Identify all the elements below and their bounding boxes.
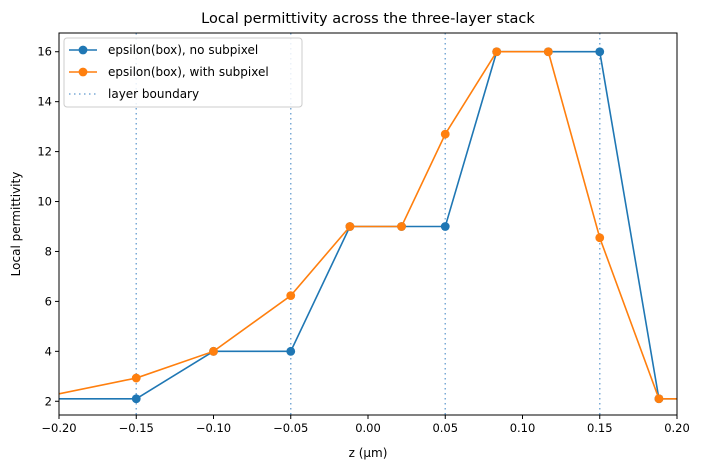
legend-box: [63, 37, 303, 108]
series-1-point: [209, 346, 218, 356]
legend-label-0: epsilon(box), no subpixel: [108, 43, 258, 57]
series-1: [59, 47, 677, 404]
legend-label-2: layer boundary: [108, 87, 199, 101]
series-1-point: [654, 394, 664, 404]
series-0-point: [131, 394, 141, 404]
series-1-point: [543, 47, 553, 57]
series-0-point: [440, 222, 450, 231]
y-tick-label: 12: [37, 145, 52, 159]
legend-marker-1: [78, 67, 88, 77]
series-1-point: [345, 222, 355, 231]
legend-marker-0: [78, 45, 88, 55]
y-tick-label: 10: [37, 195, 52, 209]
x-tick-label: −0.20: [41, 421, 76, 435]
x-tick-label: 0.00: [355, 421, 381, 435]
series-1-point: [397, 222, 406, 231]
series-1-line: [59, 50, 677, 400]
series-1-point: [492, 47, 502, 57]
x-axis-label: z (µm): [349, 446, 388, 460]
x-tick-label: 0.05: [432, 421, 458, 435]
x-tick-label: 0.15: [587, 421, 613, 435]
chart-title: Local permittivity across the three-laye…: [201, 11, 535, 27]
y-tick-label: 2: [45, 394, 52, 408]
series-0-point: [595, 47, 605, 57]
y-tick-label: 4: [45, 344, 52, 358]
legend-label-1: epsilon(box), with subpixel: [108, 65, 269, 79]
series-1-point: [440, 129, 450, 139]
y-tick-label: 8: [45, 244, 52, 258]
x-tick-label: 0.20: [664, 421, 690, 435]
series-0-line: [59, 50, 677, 400]
x-tick-label: 0.10: [510, 421, 536, 435]
x-tick-label: −0.15: [119, 421, 154, 435]
series-0-point: [286, 346, 296, 356]
x-axis-ticks: −0.20 −0.15 −0.10 −0.05 0.00 0.05 0.10 0.15 0.20: [41, 415, 690, 435]
y-axis-ticks: 2 4 6 8 10 12 14 16: [37, 45, 59, 408]
y-tick-label: 14: [37, 95, 52, 109]
series-1-point: [595, 233, 605, 243]
x-tick-label: −0.05: [273, 421, 308, 435]
y-axis-label: Local permittivity: [9, 172, 23, 277]
y-tick-label: 16: [37, 45, 52, 59]
series-1-point: [131, 373, 141, 383]
series-layer: [59, 47, 677, 404]
series-1-point: [286, 291, 296, 301]
y-tick-label: 6: [45, 294, 52, 308]
x-tick-label: −0.10: [196, 421, 231, 435]
legend: epsilon(box), no subpixel epsilon(box), w…: [63, 37, 303, 108]
